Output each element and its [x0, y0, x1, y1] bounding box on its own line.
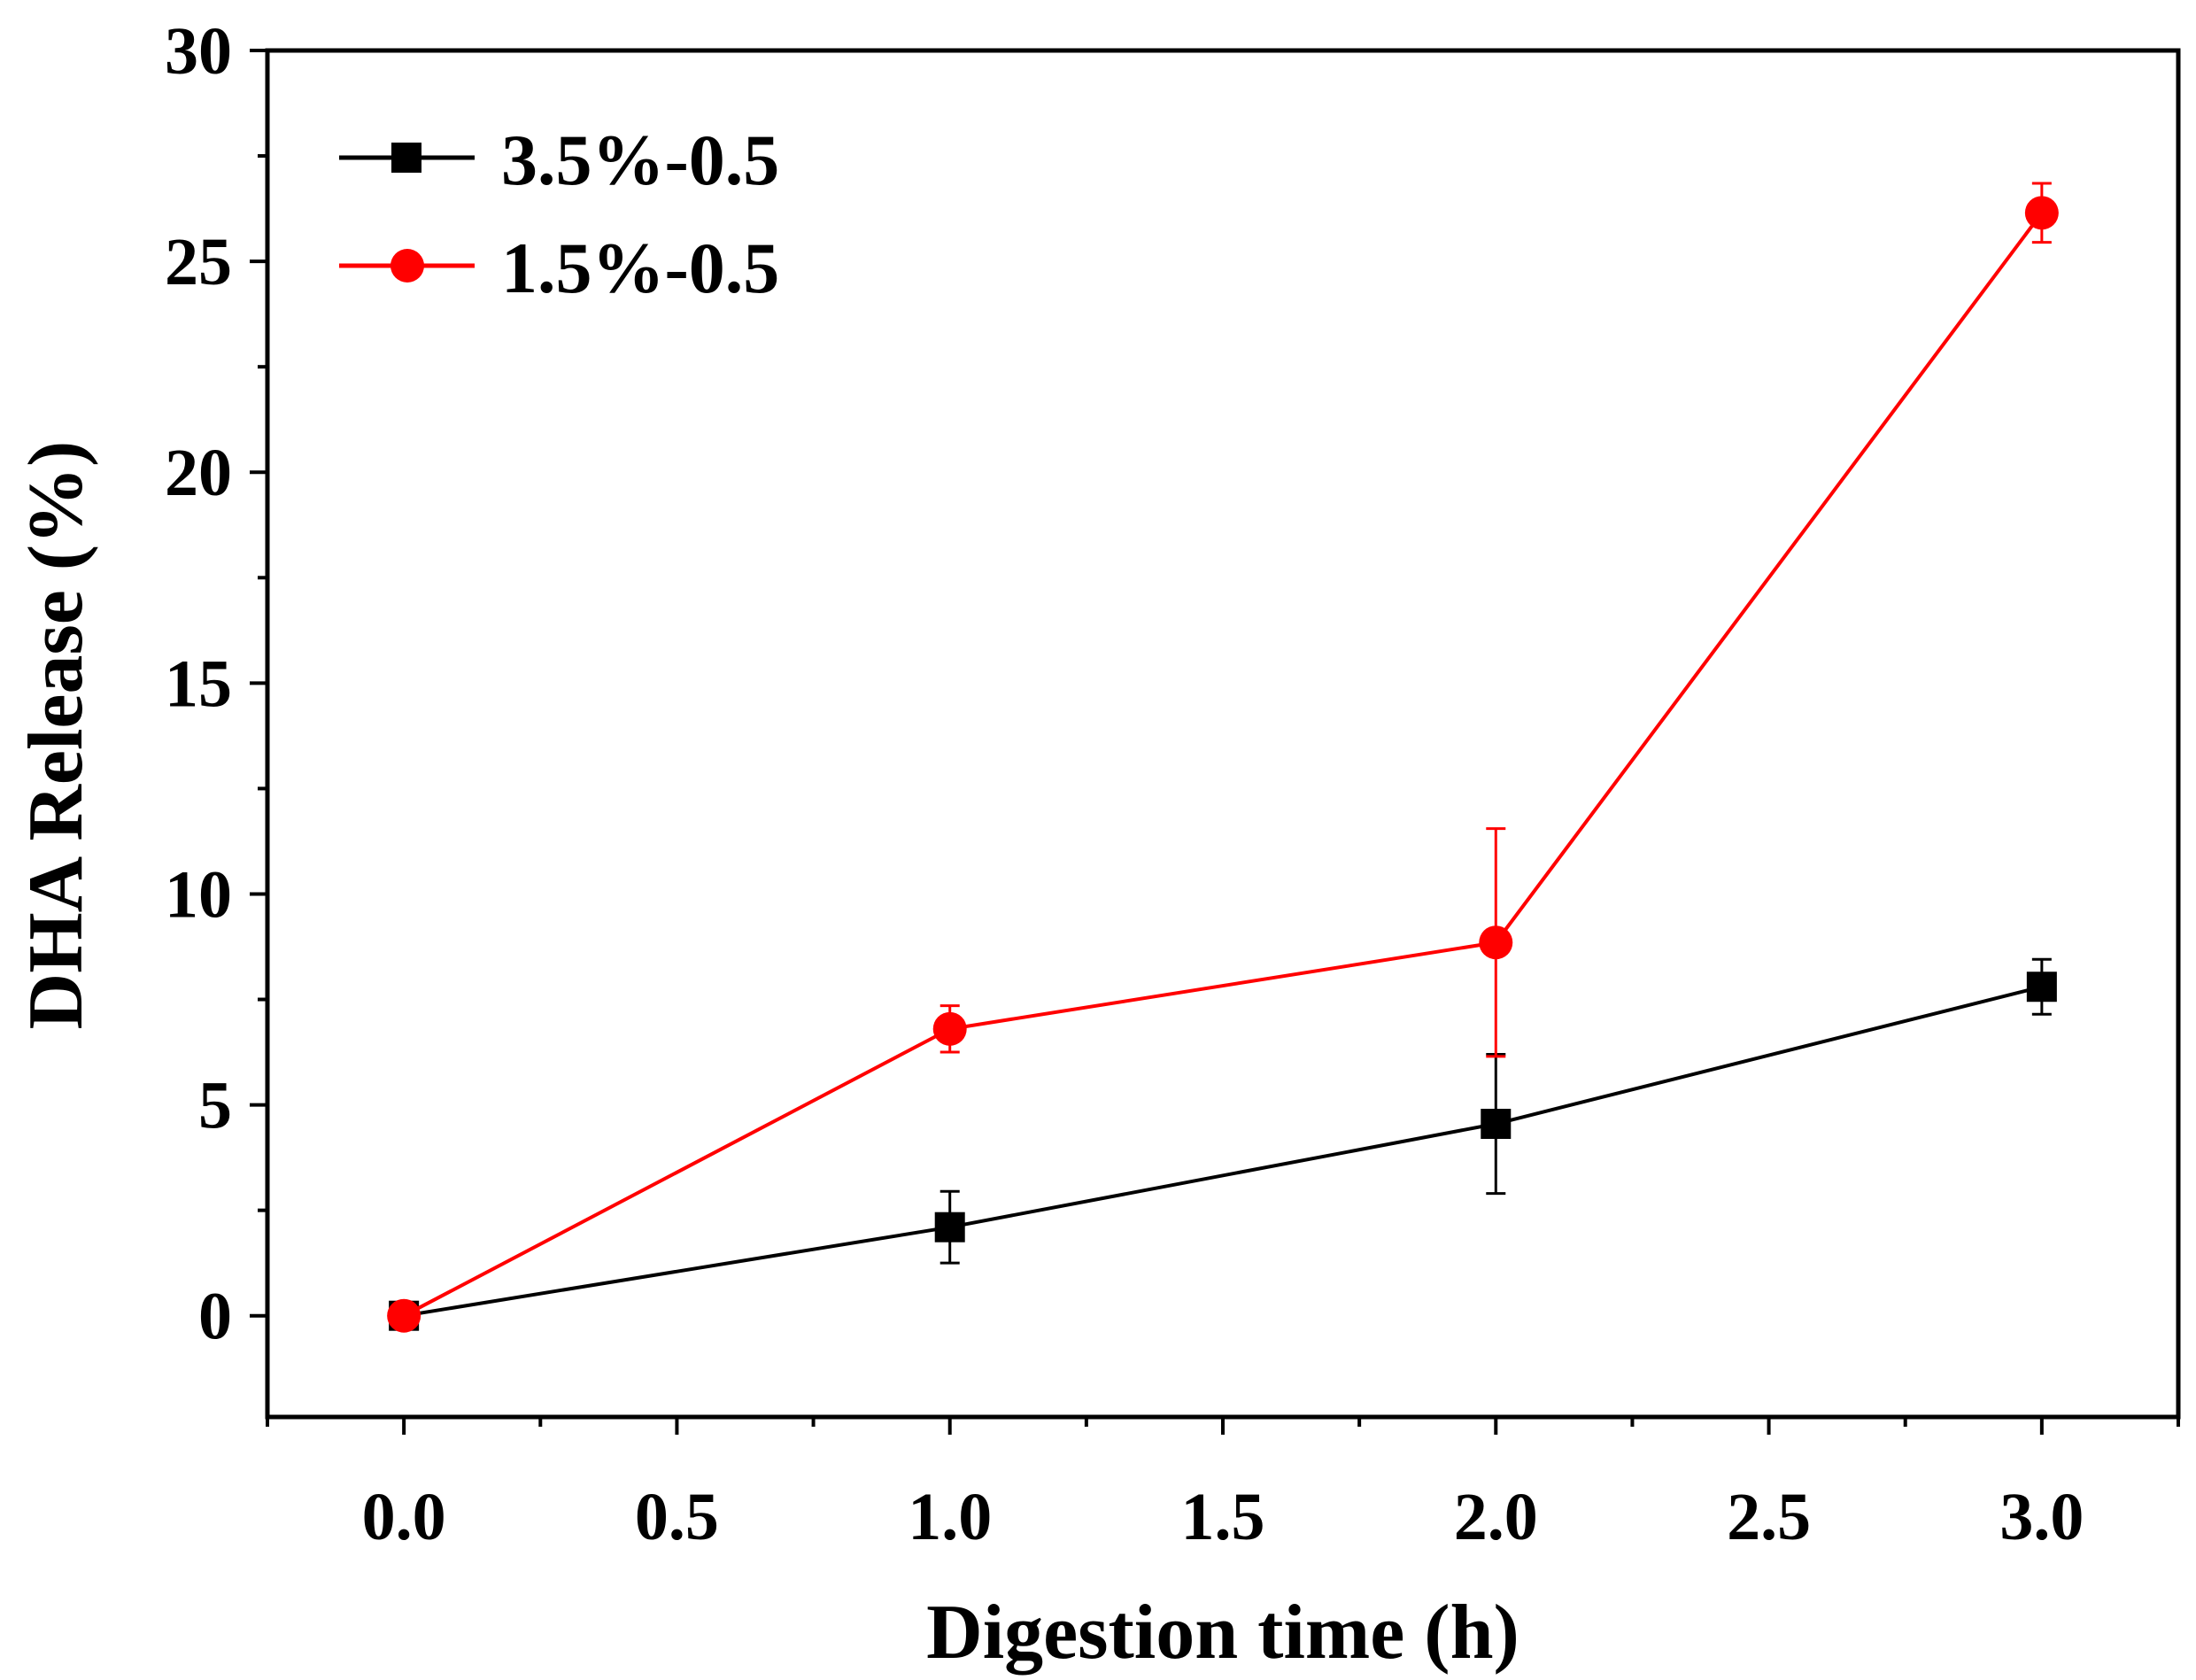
x-tick-label: 3.0 — [1999, 1480, 2084, 1554]
x-axis-title: Digestion time (h) — [926, 1590, 1519, 1676]
y-tick-label: 10 — [165, 857, 232, 932]
legend-marker — [390, 249, 424, 283]
x-tick-label: 2.5 — [1727, 1480, 1811, 1554]
series-1 — [389, 957, 2057, 1331]
data-point — [932, 1011, 967, 1046]
y-tick-label: 0 — [198, 1280, 232, 1354]
legend-item-2: 1.5%-0.5 — [339, 228, 779, 308]
x-tick-label: 2.0 — [1454, 1480, 1538, 1554]
series-layer — [387, 182, 2059, 1333]
legend: 3.5%-0.5 1.5%-0.5 — [339, 120, 779, 308]
y-tick-label: 20 — [165, 436, 232, 510]
x-tick-label: 0.5 — [635, 1480, 719, 1554]
y-tick-label: 5 — [198, 1069, 232, 1143]
data-point — [387, 1298, 421, 1333]
data-point — [2024, 196, 2059, 230]
x-tick-label: 1.5 — [1181, 1480, 1265, 1554]
legend-marker — [391, 143, 421, 173]
x-axis-ticks: 0.0 0.5 1.0 1.5 2.0 2.5 3.0 — [266, 1417, 2180, 1554]
y-axis-ticks: 0 5 10 15 20 25 30 — [165, 14, 267, 1354]
legend-label: 1.5%-0.5 — [501, 228, 779, 308]
y-tick-label: 25 — [165, 225, 232, 299]
legend-label: 3.5%-0.5 — [501, 120, 779, 200]
legend-item-1: 3.5%-0.5 — [339, 120, 779, 200]
series-line — [403, 985, 2043, 1318]
y-tick-label: 30 — [165, 14, 232, 89]
data-point — [1481, 1109, 1512, 1140]
data-point — [934, 1212, 965, 1243]
series-line — [403, 212, 2044, 1318]
y-tick-label: 15 — [165, 646, 232, 721]
series-2 — [387, 182, 2059, 1333]
x-tick-label: 0.0 — [362, 1480, 446, 1554]
data-point — [2026, 972, 2057, 1003]
y-axis-title: DHA Release (%) — [13, 441, 99, 1030]
x-tick-label: 1.0 — [908, 1480, 992, 1554]
data-point — [1479, 925, 1513, 960]
